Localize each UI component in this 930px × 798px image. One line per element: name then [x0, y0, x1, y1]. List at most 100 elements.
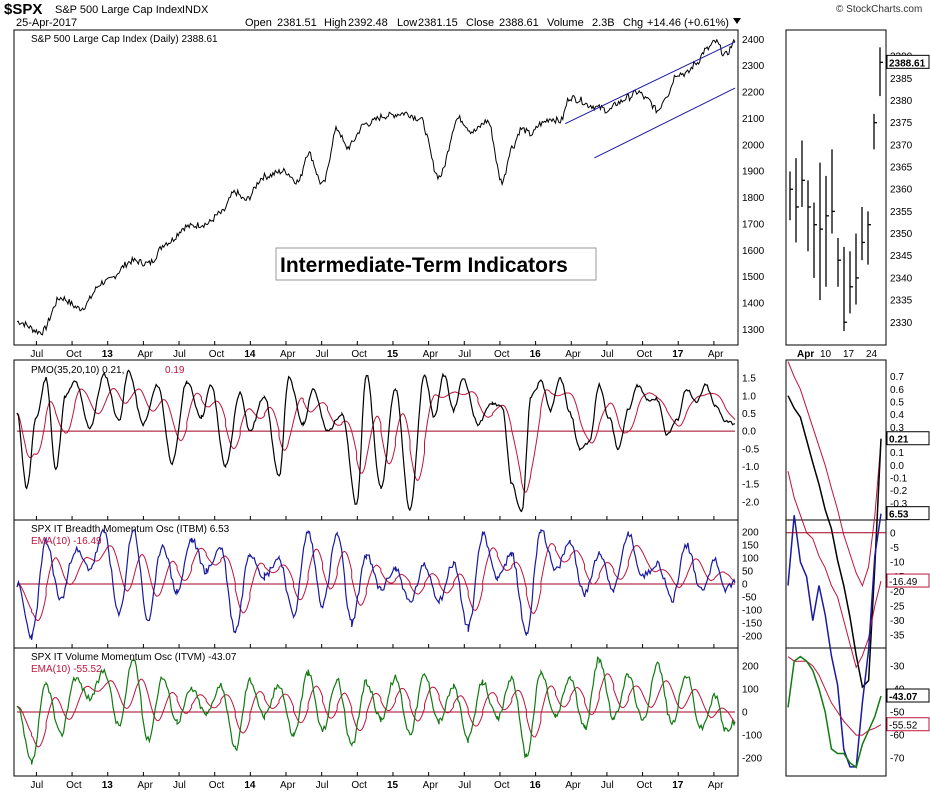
annotation-box [275, 247, 597, 281]
detail-y-tick-9: 2345 [890, 251, 913, 262]
side-oscillator-line [787, 655, 882, 769]
x-tick-label: Jul [173, 349, 186, 360]
x-tick-label: 16 [530, 780, 542, 791]
pmo-signal-value: 0.19 [165, 365, 185, 376]
close-label: Close [466, 17, 494, 29]
osc4-side-tick-3: -60 [890, 731, 905, 742]
detail-y-tick-12: 2330 [890, 318, 913, 329]
current-price-box [886, 54, 930, 69]
date: 25-Apr-2017 [16, 17, 77, 29]
osc2-y-tick-5: -1.0 [742, 462, 760, 473]
x-tick-label: 17 [672, 349, 684, 360]
side-signal-line [787, 471, 882, 669]
price-y-tick-6: 1800 [742, 193, 765, 204]
x-tick-label: Oct [66, 780, 82, 791]
pmo-plot: 1.5 1.0 0.5 0.0 -0.5 -1.0 -1.5 -2.0 [16, 369, 760, 513]
price-y-tick-8: 1600 [742, 246, 765, 257]
x-tick-label: Oct [637, 780, 653, 791]
x-tick-label: Jul [316, 780, 329, 791]
side-signal-line [787, 361, 882, 588]
osc3-y-tick-0: 200 [742, 527, 759, 538]
oscillator-line [16, 369, 736, 513]
x-tick-label: 16 [530, 349, 542, 360]
upper-trendline [564, 41, 736, 125]
signal-line [16, 387, 736, 493]
osc4-y-tick-3: -100 [742, 731, 762, 742]
volume-value: 2.3B [592, 17, 615, 29]
price-y-tick-4: 2000 [742, 140, 765, 151]
itbm-title: SPX IT Breadth Momentum Osc (ITBM) 6.53 [31, 524, 230, 535]
oscillator-line [16, 655, 736, 765]
osc2-y-tick-2: 0.5 [742, 409, 756, 420]
symbol: $SPX [4, 1, 42, 18]
itvm-title: SPX IT Volume Momentum Osc (ITVM) -43.07 [31, 652, 237, 663]
price-plot: 2400 2300 2200 2100 2000 1900 1800 1700 1600 1500… [16, 35, 765, 336]
itbm-plot: 200 150 100 50 0 -50 -100 -150 -200 [16, 527, 762, 643]
price-y-tick-0: 2400 [742, 35, 765, 46]
osc2-y-tick-7: -2.0 [742, 497, 760, 508]
low-label: Low [397, 17, 417, 29]
osc2-side-tick-0: 0.7 [890, 372, 904, 383]
osc4-side-tick-4: -70 [890, 754, 905, 765]
x-tick-label: Jul [601, 780, 614, 791]
osc3-y-tick-2: 100 [742, 553, 759, 564]
osc3-side-tick-4: -20 [890, 587, 905, 598]
detail-y-tick-3: 2375 [890, 118, 913, 129]
detail-x-tick-3: 24 [866, 349, 878, 360]
x-tick-label: Jul [30, 349, 43, 360]
osc3-y-tick-4: 0 [742, 580, 748, 591]
detail-x-tick-2: 17 [843, 349, 855, 360]
itvm-ema-legend: EMA(10) -55.52 [31, 664, 102, 675]
price-title: S&P 500 Large Cap Index (Daily) 2388.61 [31, 34, 218, 45]
x-tick-label: Apr [423, 349, 439, 360]
signal-line [16, 673, 736, 748]
osc3-y-tick-1: 150 [742, 540, 759, 551]
x-tick-label: Apr [708, 780, 724, 791]
osc2-side-tick-7: 0.0 [890, 461, 904, 472]
detail-x-tick-1: 10 [820, 349, 832, 360]
x-tick-label: Apr [280, 349, 296, 360]
osc4-side-tick-0: -30 [890, 661, 905, 672]
x-tick-label: 14 [244, 349, 256, 360]
current-value-label: 0.21 [889, 435, 909, 446]
price-y-tick-2: 2200 [742, 88, 765, 99]
osc2-y-tick-6: -1.5 [742, 480, 760, 491]
osc2-side-tick-6: 0.1 [890, 448, 904, 459]
x-tick-label: 15 [387, 349, 399, 360]
osc4-y-tick-4: -200 [742, 754, 762, 765]
price-y-tick-9: 1500 [742, 272, 765, 283]
side-signal-line [787, 656, 882, 736]
x-tick-label: Oct [494, 349, 510, 360]
x-tick-label: Oct [494, 780, 510, 791]
itvm-plot: 200 100 0 -100 -200 [16, 655, 762, 765]
osc2-y-tick-3: 0.0 [742, 427, 756, 438]
x-tick-label: 14 [244, 780, 256, 791]
ema-value-box [886, 717, 930, 732]
signal-line [16, 543, 736, 622]
price-y-tick-1: 2300 [742, 61, 765, 72]
osc4-y-tick-0: 200 [742, 661, 759, 672]
osc3-side-tick-5: -25 [890, 602, 905, 613]
x-tick-label: Jul [458, 780, 471, 791]
x-tick-label: Apr [137, 780, 153, 791]
x-tick-label: Oct [66, 349, 82, 360]
osc4-side-tick-2: -50 [890, 708, 905, 719]
collapse-arrow-icon[interactable] [733, 18, 741, 24]
itvm-detail-plot: -30-40-50-60-70-43.07-55.52 [787, 655, 930, 769]
itbm-detail-plot: 0-5-10-15-20-25-30-356.53-16.49 [786, 471, 930, 768]
x-tick-label: Apr [565, 349, 581, 360]
detail-x-tick-0: Apr [797, 349, 814, 360]
exchange: INDX [182, 4, 209, 16]
osc2-y-tick-1: 1.0 [742, 391, 756, 402]
osc4-y-tick-2: 0 [742, 708, 748, 719]
x-tick-label: Oct [351, 349, 367, 360]
side-oscillator-line [787, 513, 882, 768]
close-value: 2388.61 [499, 17, 539, 29]
price-y-tick-10: 1400 [742, 299, 765, 310]
current-value-box [886, 506, 930, 521]
osc3-side-tick-1: -5 [890, 543, 899, 554]
oscillator-line [16, 528, 736, 640]
detail-y-tick-1: 2385 [890, 74, 913, 85]
x-tick-label: Apr [708, 349, 724, 360]
open-value: 2381.51 [277, 17, 317, 29]
